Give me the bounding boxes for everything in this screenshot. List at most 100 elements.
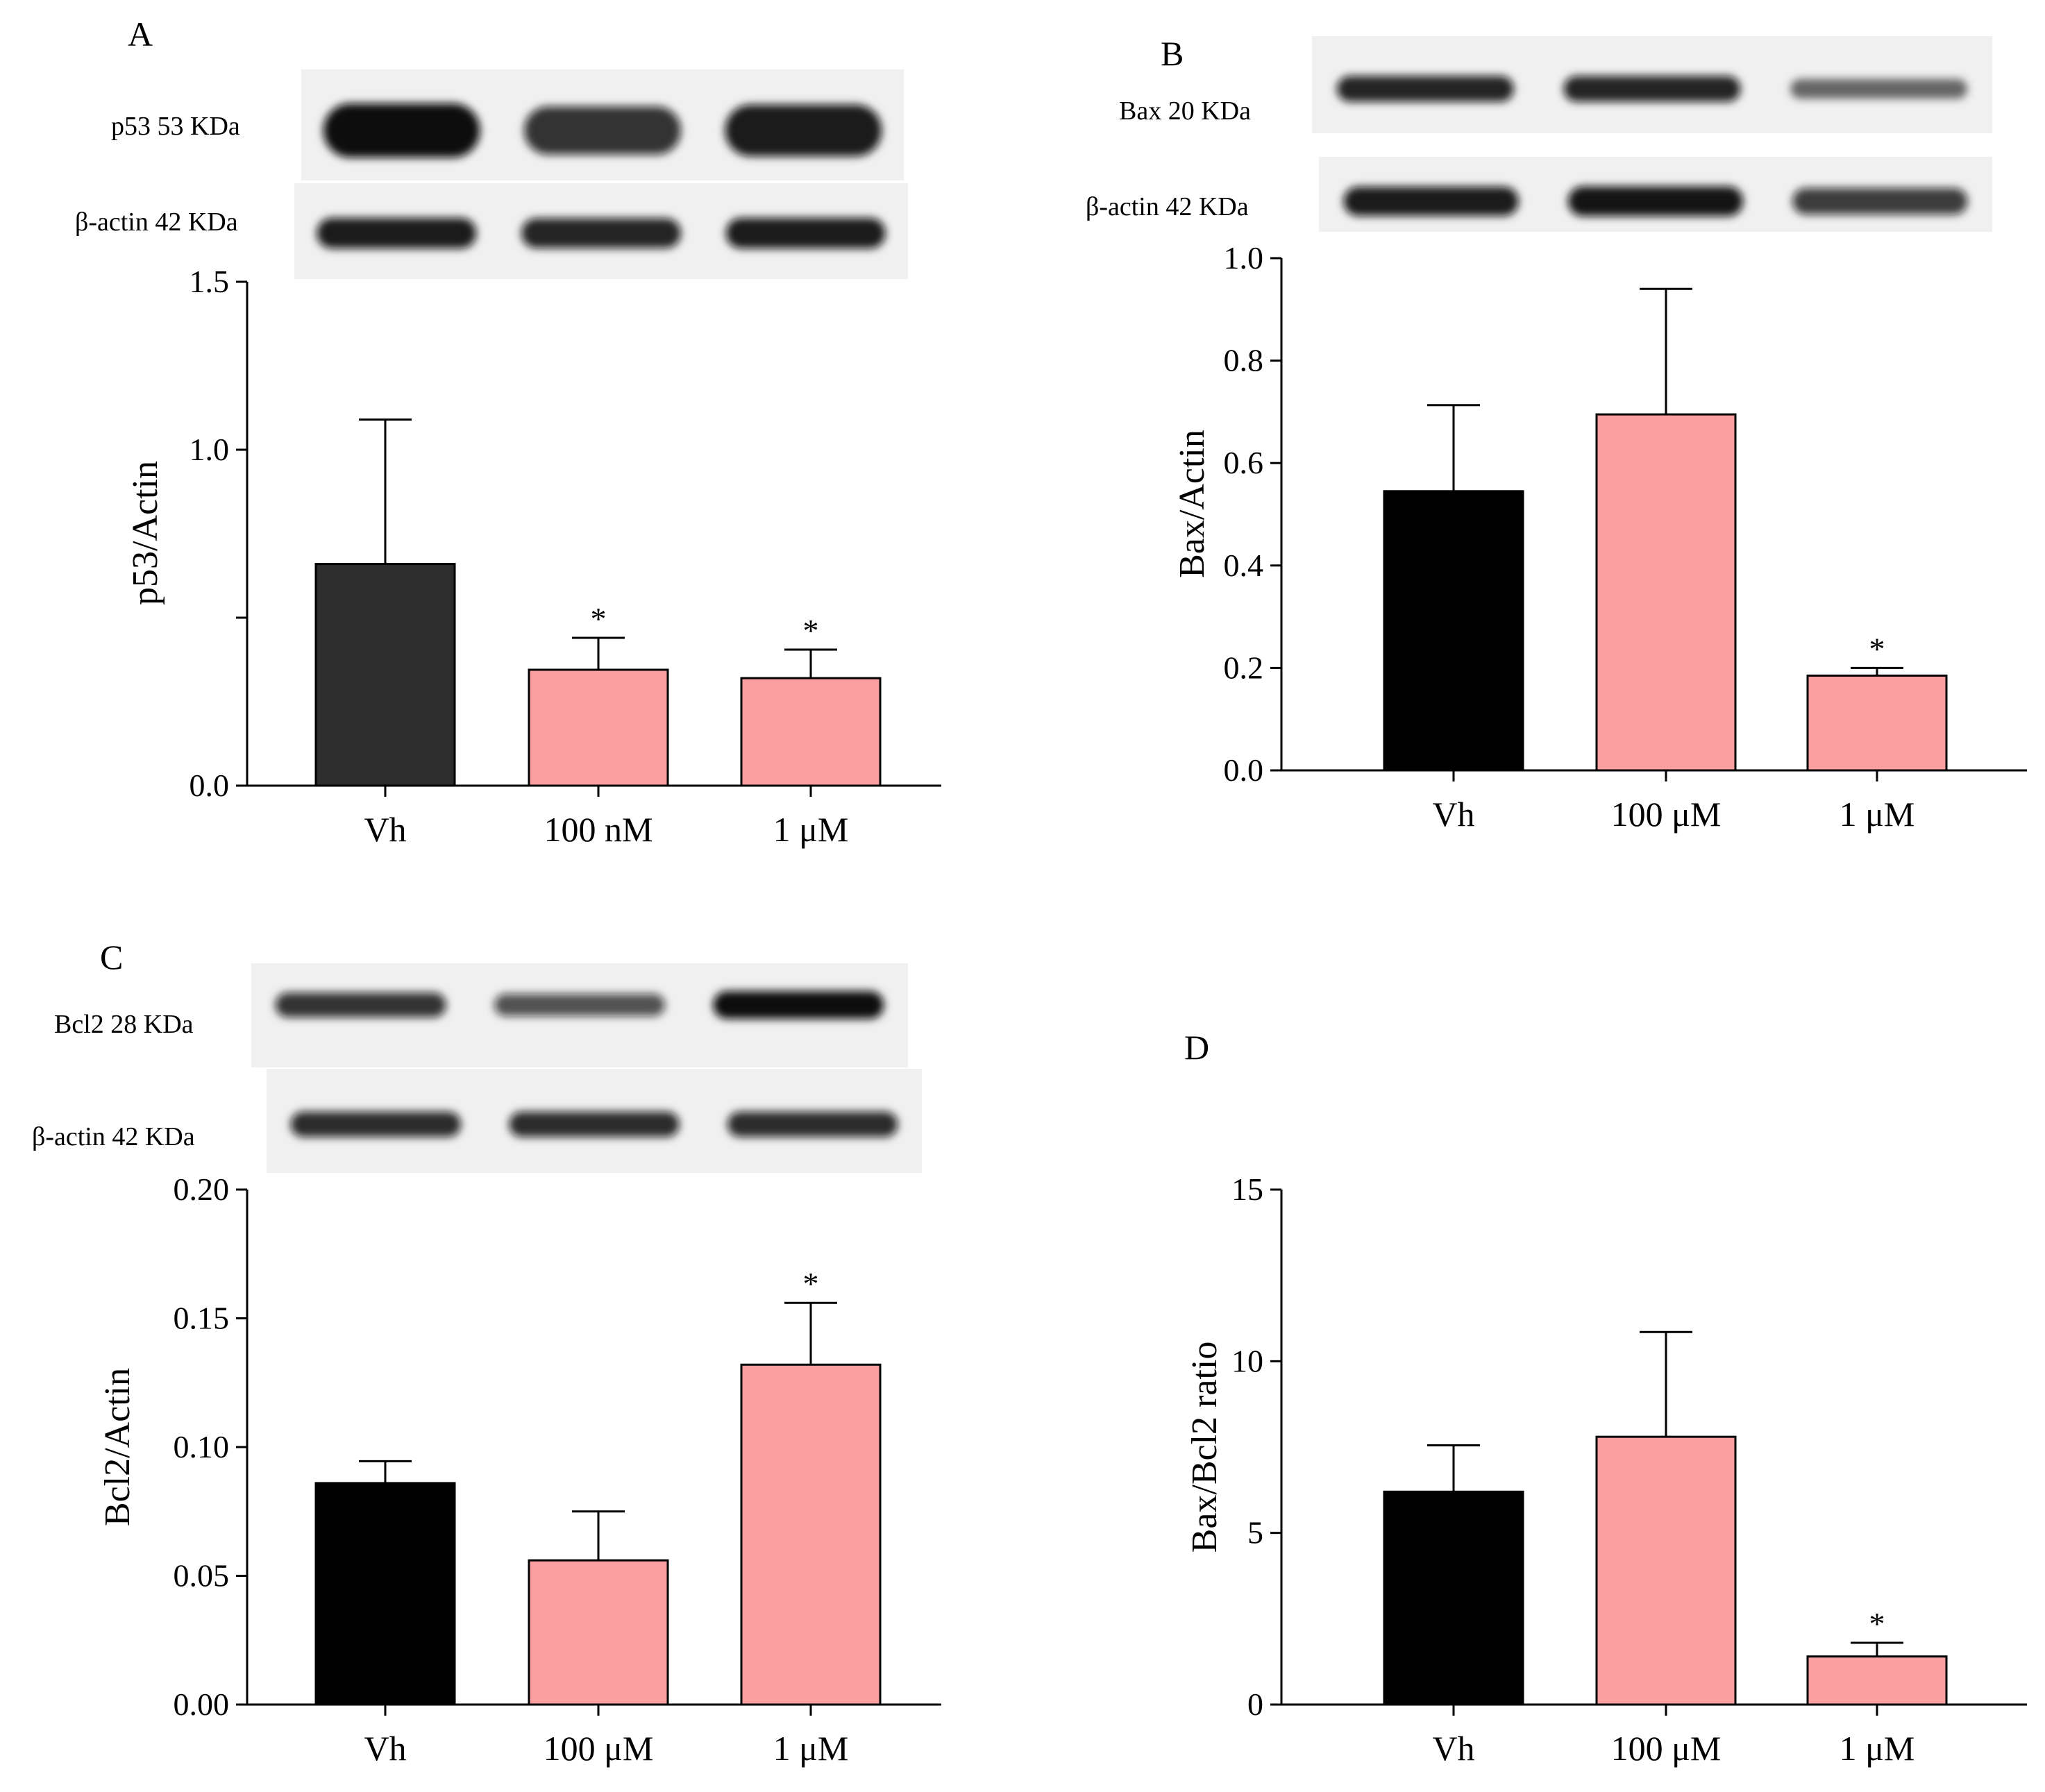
significance-marker: *	[803, 613, 819, 648]
blot-band	[524, 106, 681, 155]
panel-d: D 0 5 10 15 Vh 100 μM * 1 μM Bax/Bcl2 ratio	[1184, 1028, 2027, 1768]
y-tick-label: 0.00	[174, 1687, 230, 1722]
blot-band	[509, 1111, 680, 1138]
bar	[1806, 1655, 1948, 1706]
y-tick-label: 1.5	[190, 264, 230, 299]
chart-a: 0.0 1.0 1.5 Vh * 100 nM * 1 μM	[190, 264, 941, 849]
blot-band	[521, 218, 681, 248]
blot-band	[494, 994, 665, 1016]
y-tick-label: 0.6	[1224, 445, 1264, 480]
y-axis-label: Bax/Bcl2 ratio	[1185, 1342, 1225, 1553]
x-tick-label: 100 nM	[544, 810, 653, 849]
blot-label: β-actin 42 KDa	[32, 1122, 195, 1151]
bar	[1383, 490, 1524, 772]
chart-b: 0.0 0.2 0.4 0.6 0.8 1.0 Vh 100 μM * 1 μM	[1224, 240, 2027, 834]
panel-c: C Bcl2 28 KDa β-actin 42 KDa 0.00 0.05 0.1…	[32, 938, 941, 1768]
blot-band	[1792, 187, 1968, 215]
bar	[1595, 1435, 1737, 1706]
bar	[1383, 1490, 1524, 1706]
blot-band	[713, 991, 884, 1019]
x-tick-label: Vh	[1432, 1729, 1474, 1768]
y-tick-label: 0.10	[174, 1429, 230, 1464]
blot-bands	[275, 991, 884, 1019]
y-tick-label: 0.2	[1224, 650, 1264, 685]
significance-marker: *	[1869, 1606, 1885, 1641]
blot-label: β-actin 42 KDa	[1086, 192, 1249, 221]
blot-row: β-actin 42 KDa	[32, 1069, 922, 1173]
x-tick-label: 1 μM	[1840, 795, 1915, 834]
blot-bands	[290, 1111, 898, 1138]
blot-row: β-actin 42 KDa	[75, 183, 908, 279]
blot-row: p53 53 KDa	[111, 69, 904, 180]
x-tick-label: 1 μM	[773, 1729, 849, 1768]
blot-bands	[317, 218, 886, 248]
bar	[1595, 413, 1737, 772]
y-tick-label: 0.8	[1224, 343, 1264, 378]
x-tick-label: 100 μM	[1611, 1729, 1722, 1768]
blot-band	[323, 103, 480, 158]
bar	[528, 668, 669, 787]
blot-label: Bcl2 28 KDa	[54, 1010, 194, 1039]
x-tick-label: Vh	[364, 810, 406, 849]
y-tick-label: 0.0	[1224, 752, 1264, 788]
bar	[314, 1482, 456, 1706]
blot-bands	[1336, 76, 1968, 102]
blot-label: p53 53 KDa	[111, 112, 240, 141]
blot-band	[275, 992, 446, 1017]
y-tick-label: 0.4	[1224, 548, 1264, 583]
panel-a: A p53 53 KDa β-actin 42 KDa 0.0 1.0 1.5 Vh *…	[75, 15, 941, 849]
blot-label: β-actin 42 KDa	[75, 208, 238, 237]
y-tick-label: 5	[1247, 1515, 1263, 1550]
panel-b-letter: B	[1161, 34, 1184, 73]
significance-marker: *	[591, 601, 607, 636]
significance-marker: *	[1869, 631, 1885, 666]
y-tick-label: 1.0	[190, 432, 230, 467]
significance-marker: *	[803, 1266, 819, 1301]
bar	[740, 1363, 882, 1706]
blot-band	[1563, 76, 1741, 102]
blot-band	[1567, 186, 1744, 217]
panel-c-blots: Bcl2 28 KDa β-actin 42 KDa	[32, 963, 922, 1173]
y-axis-label: p53/Actin	[126, 461, 165, 605]
panel-b: B Bax 20 KDa β-actin 42 KDa 0.0 0.2 0.4 0.6…	[1086, 34, 2027, 834]
bar	[314, 563, 456, 787]
blot-band	[1790, 78, 1968, 99]
blot-label: Bax 20 KDa	[1119, 96, 1251, 126]
blot-band	[1343, 186, 1519, 217]
y-tick-label: 1.0	[1224, 240, 1264, 276]
blot-band	[317, 218, 477, 248]
blot-band	[725, 104, 882, 157]
blot-band	[727, 1111, 898, 1138]
y-tick-label: 0.0	[190, 768, 230, 803]
y-tick-label: 15	[1231, 1172, 1263, 1207]
blot-band	[290, 1111, 462, 1138]
panel-a-blots: p53 53 KDa β-actin 42 KDa	[75, 69, 908, 279]
y-tick-label: 0	[1247, 1687, 1263, 1722]
chart-d: 0 5 10 15 Vh 100 μM * 1 μM	[1231, 1172, 2027, 1768]
chart-c: 0.00 0.05 0.10 0.15 0.20 Vh 100 μM * 1 μM	[174, 1172, 941, 1768]
y-tick-label: 0.20	[174, 1172, 230, 1207]
blot-row: β-actin 42 KDa	[1086, 157, 1992, 232]
blot-row: Bax 20 KDa	[1119, 36, 1992, 133]
panel-b-blots: Bax 20 KDa β-actin 42 KDa	[1086, 36, 1992, 232]
y-axis-label: Bax/Actin	[1172, 430, 1212, 578]
x-tick-label: 100 μM	[1611, 795, 1722, 834]
blot-bands	[323, 103, 882, 158]
bar	[740, 677, 882, 787]
x-tick-label: 1 μM	[1840, 1729, 1915, 1768]
y-axis-label: Bcl2/Actin	[98, 1368, 137, 1526]
y-tick-label: 0.15	[174, 1301, 230, 1336]
blot-band	[1336, 76, 1514, 102]
panel-c-letter: C	[100, 938, 123, 977]
blot-row: Bcl2 28 KDa	[54, 963, 908, 1067]
x-tick-label: 1 μM	[773, 810, 849, 849]
x-tick-label: Vh	[364, 1729, 406, 1768]
y-tick-label: 0.05	[174, 1558, 230, 1594]
bar	[528, 1559, 669, 1706]
x-tick-label: Vh	[1432, 795, 1474, 834]
panel-d-letter: D	[1184, 1028, 1209, 1067]
blot-bands	[1343, 186, 1968, 217]
y-tick-label: 10	[1231, 1343, 1263, 1378]
blot-band	[725, 218, 886, 248]
